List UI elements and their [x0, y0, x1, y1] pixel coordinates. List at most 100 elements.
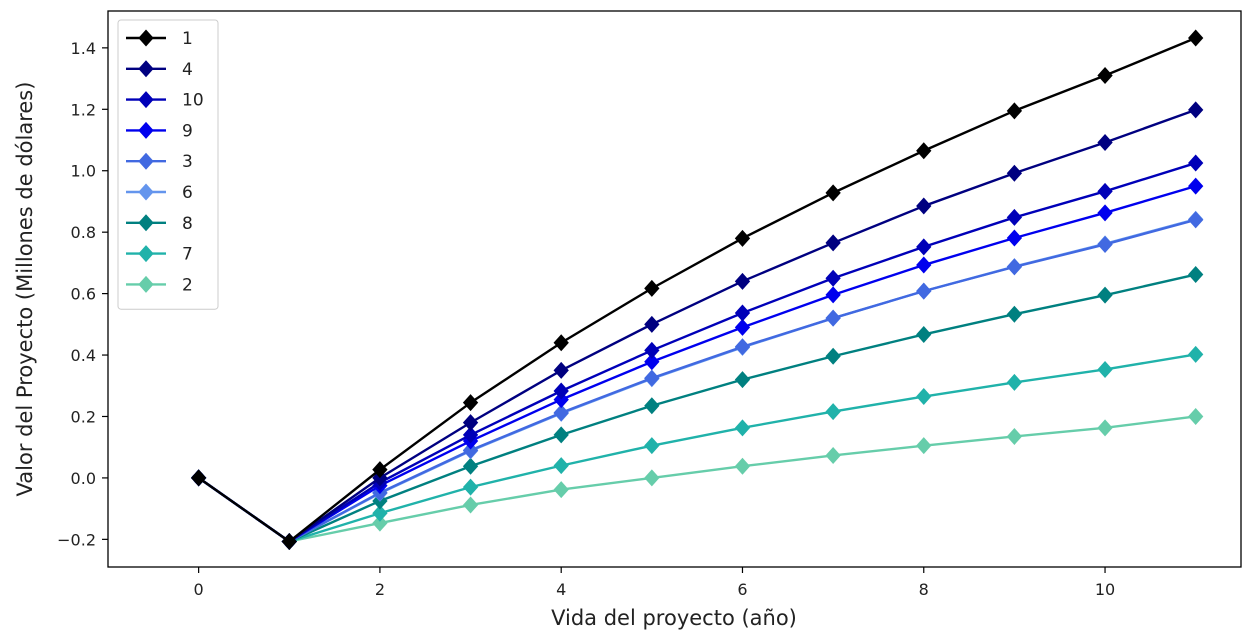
data-point: [916, 238, 932, 256]
y-tick-label: 1.4: [71, 39, 96, 58]
data-point: [372, 461, 388, 479]
data-point: [644, 469, 660, 487]
y-axis-ticks: −0.2 0.0 0.2 0.4 0.6 0.8 1.0 1.2 1.4: [57, 39, 108, 549]
x-tick-label: 4: [556, 580, 566, 599]
legend: 1 4 10 9 3 6 8 7 2: [117, 19, 219, 310]
data-point: [916, 437, 932, 455]
series-1: [190, 29, 1204, 551]
data-point: [1188, 407, 1204, 425]
data-point: [462, 496, 479, 514]
legend-marker: [138, 214, 154, 232]
data-point: [1188, 345, 1204, 363]
data-point: [916, 282, 932, 300]
legend-item: 3: [126, 152, 193, 172]
data-point: [644, 437, 660, 455]
data-point: [1097, 360, 1113, 378]
data-point: [1006, 102, 1023, 120]
data-point: [1097, 419, 1113, 437]
legend-marker: [138, 121, 154, 139]
data-point: [1188, 101, 1204, 119]
y-tick-label: 0.2: [71, 407, 96, 426]
data-point: [644, 353, 660, 371]
data-point: [644, 341, 660, 359]
x-tick-label: 0: [194, 580, 204, 599]
data-point: [916, 197, 932, 215]
data-point: [1097, 182, 1113, 200]
legend-item: 6: [126, 183, 193, 203]
data-point: [825, 269, 841, 287]
legend-label: 8: [182, 214, 193, 234]
legend-item: 7: [126, 245, 193, 265]
data-point: [825, 234, 841, 252]
legend-item: 4: [126, 60, 193, 80]
legend-item: 8: [126, 214, 193, 234]
legend-label: 3: [182, 152, 193, 172]
x-tick-label: 6: [737, 580, 747, 599]
data-point: [1097, 286, 1113, 304]
plot-area: [108, 11, 1241, 567]
series-line: [197, 218, 1196, 543]
legend-marker: [138, 29, 154, 47]
y-tick-label: −0.2: [57, 530, 96, 549]
x-tick-label: 8: [919, 580, 929, 599]
data-point: [462, 441, 479, 459]
data-point: [1006, 208, 1023, 226]
data-point: [916, 256, 932, 274]
x-tick-label: 2: [375, 580, 385, 599]
data-point: [553, 481, 569, 499]
data-point: [553, 404, 569, 422]
y-tick-label: 1.2: [71, 100, 96, 119]
data-point: [825, 309, 841, 327]
legend-marker: [138, 183, 154, 201]
legend-label: 2: [182, 275, 193, 295]
data-point: [734, 371, 751, 389]
series-line: [197, 415, 1196, 543]
legend-label: 7: [182, 245, 193, 265]
data-point: [825, 286, 841, 304]
legend-item: 2: [126, 275, 193, 295]
data-point: [462, 457, 479, 475]
plot-frame: [107, 10, 1242, 568]
y-tick-label: 0.0: [71, 469, 96, 488]
data-point: [734, 318, 751, 336]
data-point: [1188, 29, 1204, 47]
data-point: [553, 426, 569, 444]
data-point: [1188, 177, 1204, 195]
data-point: [734, 419, 751, 437]
data-point: [553, 457, 569, 475]
series-line: [197, 36, 1197, 543]
data-point: [734, 229, 751, 247]
legend-label: 6: [182, 183, 193, 203]
data-point: [644, 315, 660, 333]
data-point: [462, 394, 479, 412]
data-point: [644, 279, 660, 297]
y-axis-label: Valor del Proyecto (Millones de dólares): [13, 82, 37, 497]
data-point: [1097, 235, 1113, 253]
y-tick-label: 0.6: [71, 285, 96, 304]
data-point: [734, 272, 751, 290]
data-point: [734, 338, 751, 356]
series-layer: [190, 29, 1204, 551]
x-axis-ticks: 0 2 4 6 8 10: [194, 567, 1115, 599]
data-point: [281, 533, 297, 551]
y-tick-label: 0.4: [71, 346, 96, 365]
series-line: [197, 108, 1197, 543]
series-line: [197, 184, 1197, 543]
legend-marker: [138, 91, 154, 109]
data-point: [1006, 229, 1023, 247]
data-point: [644, 397, 660, 415]
data-point: [644, 369, 660, 387]
legend-label: 4: [182, 60, 193, 80]
data-point: [553, 361, 569, 379]
legend-marker: [138, 60, 154, 78]
series-line: [197, 273, 1196, 543]
data-point: [825, 446, 841, 464]
legend-marker: [138, 275, 154, 293]
data-point: [1006, 373, 1023, 391]
data-point: [825, 403, 841, 421]
data-point: [1188, 266, 1204, 284]
data-point: [1097, 67, 1113, 85]
series-line: [197, 353, 1196, 543]
legend-label: 9: [182, 121, 193, 141]
